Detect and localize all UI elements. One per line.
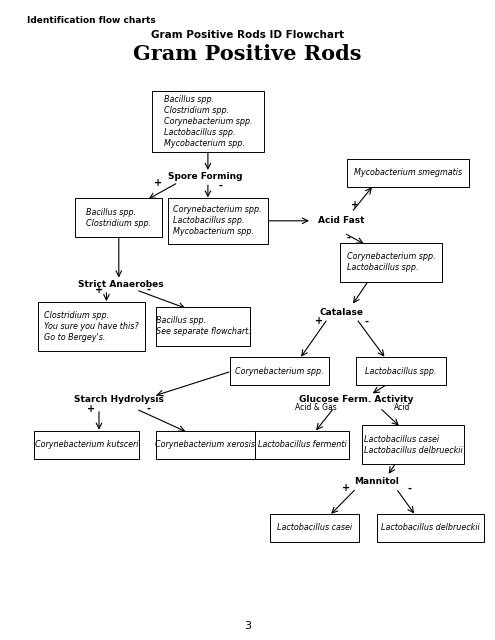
Text: Bacillus spp.
Clostridium spp.: Bacillus spp. Clostridium spp. — [86, 207, 151, 228]
FancyBboxPatch shape — [230, 357, 330, 385]
Text: Strict Anaerobes: Strict Anaerobes — [79, 280, 164, 289]
Text: Corynebacterium spp.
Lactobacillus spp.
Mycobacterium spp.: Corynebacterium spp. Lactobacillus spp. … — [173, 205, 262, 236]
Text: Clostridium spp.
You sure you have this?
Go to Bergey's.: Clostridium spp. You sure you have this?… — [44, 311, 139, 342]
FancyBboxPatch shape — [269, 514, 359, 542]
FancyBboxPatch shape — [155, 307, 250, 346]
Text: +: + — [343, 483, 350, 493]
Text: Bacillus spp.
Clostridium spp.
Corynebacterium spp.
Lactobacillus spp.
Mycobacte: Bacillus spp. Clostridium spp. Corynebac… — [163, 95, 252, 148]
Text: +: + — [154, 178, 162, 188]
Text: -: - — [147, 404, 150, 414]
Text: -: - — [347, 233, 351, 243]
Text: Spore Forming: Spore Forming — [168, 172, 243, 181]
Text: Acid Fast: Acid Fast — [318, 216, 365, 225]
Text: Bacillus spp.
See separate flowchart.: Bacillus spp. See separate flowchart. — [155, 316, 250, 337]
FancyBboxPatch shape — [152, 91, 264, 152]
FancyBboxPatch shape — [356, 357, 446, 385]
Text: -: - — [218, 180, 222, 191]
Text: Mannitol: Mannitol — [354, 477, 398, 486]
Text: Corynebacterium spp.
Lactobacillus spp.: Corynebacterium spp. Lactobacillus spp. — [346, 252, 436, 273]
Text: Lactobacillus casei: Lactobacillus casei — [277, 524, 352, 532]
FancyBboxPatch shape — [254, 431, 349, 459]
Text: -: - — [364, 316, 368, 326]
Text: Acid & Gas: Acid & Gas — [295, 403, 337, 412]
Text: Identification flow charts: Identification flow charts — [27, 16, 156, 25]
Text: Starch Hydrolysis: Starch Hydrolysis — [74, 396, 164, 404]
Text: +: + — [351, 200, 359, 210]
FancyBboxPatch shape — [155, 431, 255, 459]
Text: Acid: Acid — [394, 403, 410, 412]
Text: Corynebacterium kutsceri: Corynebacterium kutsceri — [35, 440, 139, 449]
Text: Lactobacillus spp.: Lactobacillus spp. — [365, 367, 437, 376]
FancyBboxPatch shape — [34, 431, 139, 459]
Text: Gram Positive Rods ID Flowchart: Gram Positive Rods ID Flowchart — [151, 30, 344, 40]
Text: Lactobacillus delbrueckii: Lactobacillus delbrueckii — [381, 524, 480, 532]
Text: Catalase: Catalase — [320, 308, 363, 317]
Text: +: + — [87, 404, 95, 414]
Text: 3: 3 — [244, 621, 251, 631]
Text: Gram Positive Rods: Gram Positive Rods — [133, 44, 362, 65]
FancyBboxPatch shape — [75, 198, 162, 237]
Text: +: + — [315, 316, 323, 326]
Text: +: + — [95, 285, 103, 295]
Text: Corynebacterium spp.: Corynebacterium spp. — [235, 367, 324, 376]
FancyBboxPatch shape — [347, 159, 469, 187]
Text: -: - — [408, 483, 412, 493]
FancyBboxPatch shape — [340, 243, 442, 282]
Text: -: - — [147, 285, 150, 295]
FancyBboxPatch shape — [38, 302, 145, 351]
FancyBboxPatch shape — [168, 198, 267, 243]
Text: Mycobacterium smegmatis: Mycobacterium smegmatis — [354, 168, 462, 177]
Text: Corynebacterium xerosis: Corynebacterium xerosis — [155, 440, 255, 449]
Text: Lactobacillus fermenti: Lactobacillus fermenti — [257, 440, 346, 449]
Text: Glucose Ferm. Activity: Glucose Ferm. Activity — [299, 396, 414, 404]
FancyBboxPatch shape — [377, 514, 484, 542]
FancyBboxPatch shape — [362, 426, 464, 465]
Text: Lactobacillus casei
Lactobacillus delbrueckii: Lactobacillus casei Lactobacillus delbru… — [364, 435, 463, 455]
